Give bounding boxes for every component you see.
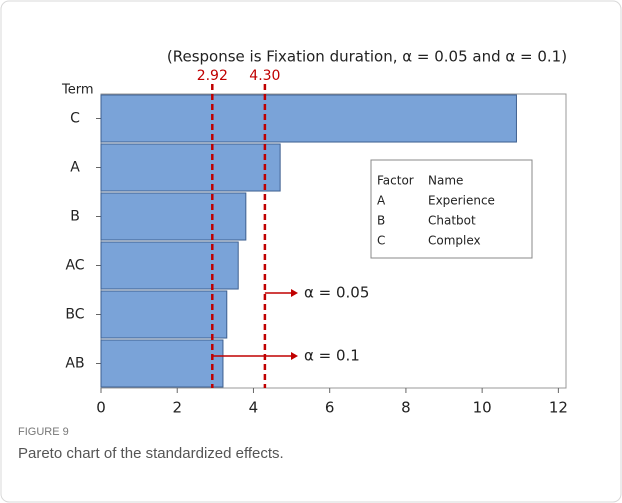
bar <box>100 339 224 388</box>
table-cell: Experience <box>428 194 495 208</box>
y-axis-label: Term <box>61 83 94 98</box>
bar <box>100 290 228 339</box>
x-tick-label: 10 <box>473 399 492 417</box>
table-header: Name <box>428 174 463 188</box>
chart-title: (Response is Fixation duration, α = 0.05… <box>167 48 567 66</box>
bar <box>100 94 517 143</box>
y-tick-label: AB <box>65 356 84 372</box>
x-tick-label: 2 <box>172 399 182 417</box>
y-tick-label: AC <box>65 258 84 274</box>
x-tick-label: 0 <box>96 399 106 417</box>
factor-table <box>370 159 533 259</box>
arrow-head <box>291 352 298 360</box>
table-cell: Chatbot <box>428 214 476 228</box>
annotation: α = 0.1 <box>304 347 360 365</box>
bar <box>100 241 239 290</box>
plot-area <box>100 93 567 389</box>
y-tick-label: C <box>70 111 80 127</box>
bar <box>100 192 247 241</box>
reference-label: 2.92 <box>197 68 228 84</box>
x-tick-label: 6 <box>325 399 335 417</box>
table-header: Factor <box>377 174 414 188</box>
y-tick-label: BC <box>65 307 84 323</box>
figure-label: FIGURE 9 <box>18 426 69 438</box>
table-cell: B <box>377 214 385 228</box>
table-cell: A <box>377 194 386 208</box>
annotation: α = 0.05 <box>304 284 369 302</box>
reference-label: 4.30 <box>249 68 280 84</box>
bar <box>100 143 281 192</box>
x-tick-label: 12 <box>549 399 568 417</box>
x-tick-label: 8 <box>401 399 411 417</box>
y-tick-label: A <box>70 160 80 176</box>
y-tick-label: B <box>70 209 80 225</box>
table-cell: Complex <box>428 234 481 248</box>
x-tick-label: 4 <box>249 399 259 417</box>
caption: Pareto chart of the standardized effects… <box>18 445 284 462</box>
table-cell: C <box>377 234 385 248</box>
arrow-head <box>291 289 298 297</box>
